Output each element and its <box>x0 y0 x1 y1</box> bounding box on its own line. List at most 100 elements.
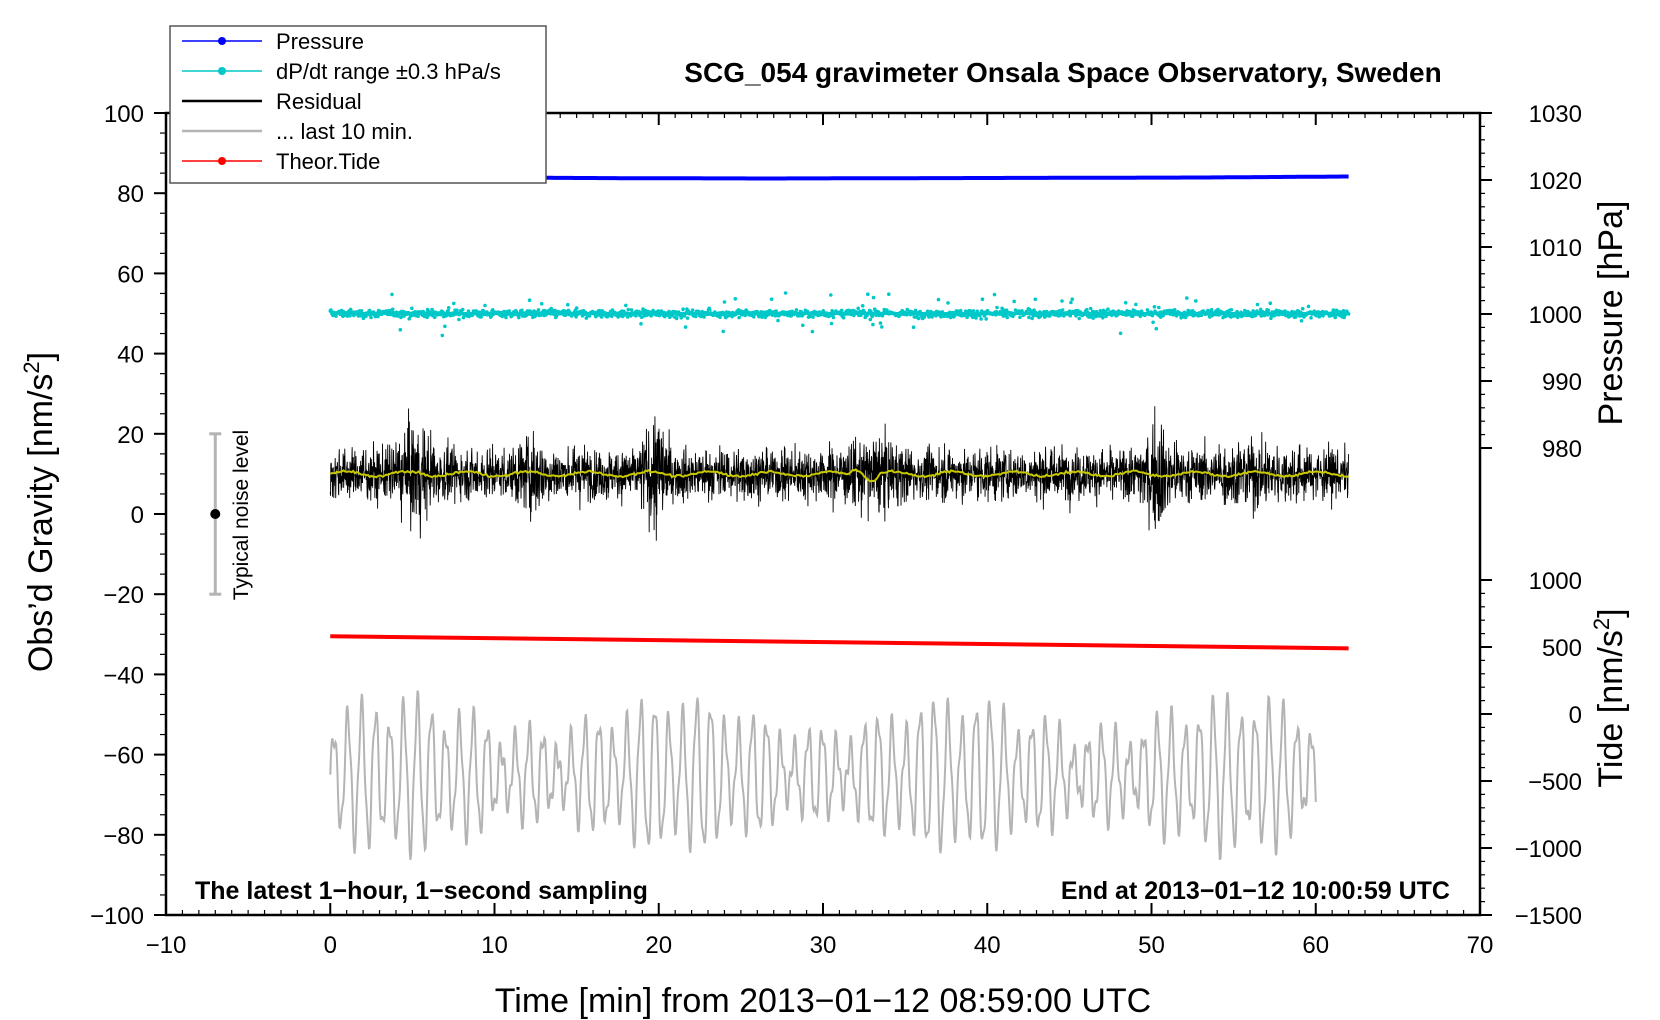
dpdt-point <box>626 307 631 312</box>
dpdt-point <box>1106 307 1110 312</box>
legend-swatch-dot <box>218 37 226 45</box>
dpdt-point <box>1077 316 1081 321</box>
dpdt-point <box>452 301 456 306</box>
dpdt-point <box>769 297 774 302</box>
y-tick-label: 60 <box>117 261 144 288</box>
dpdt-point <box>369 315 373 320</box>
dpdt-point <box>721 329 725 334</box>
dpdt-point <box>520 308 524 313</box>
dpdt-point <box>1070 297 1074 302</box>
dpdt-point <box>810 329 815 334</box>
dpdt-point <box>1268 301 1273 306</box>
dpdt-point <box>1206 308 1210 313</box>
x-tick-label: 0 <box>324 932 337 959</box>
dpdt-point <box>446 306 451 310</box>
last-10-min-series-line <box>329 690 1317 861</box>
plot-frame <box>164 111 1482 917</box>
y-tick-label: 0 <box>131 502 144 529</box>
dpdt-point <box>936 297 941 302</box>
dpdt-point <box>1005 315 1009 320</box>
dpdt-point <box>430 307 434 312</box>
dpdt-point <box>1033 297 1038 302</box>
dpdt-point <box>1266 308 1271 313</box>
dpdt-point <box>1118 331 1123 336</box>
dpdt-point <box>1030 316 1034 321</box>
x-tick-label: 30 <box>810 932 837 959</box>
dpdt-point <box>980 297 985 302</box>
dpdt-point <box>690 308 695 313</box>
dpdt-point <box>1152 305 1157 309</box>
dpdt-point <box>457 317 461 322</box>
dpdt-point <box>856 306 860 311</box>
dpdt-point <box>794 308 799 312</box>
y-axis-title-pressure: Pressure [hPa] <box>1592 201 1630 426</box>
dpdt-point <box>376 314 380 319</box>
tide-series-line <box>330 634 1349 651</box>
legend-label: Theor.Tide <box>276 149 380 174</box>
legend-item: Theor.Tide <box>182 149 380 174</box>
dpdt-point <box>958 308 963 313</box>
dpdt-point <box>871 322 875 327</box>
dpdt-point <box>1085 307 1089 312</box>
dpdt-point <box>887 292 891 297</box>
dpdt-point <box>1018 315 1022 320</box>
dpdt-point <box>683 325 688 329</box>
dpdt-point <box>334 314 338 318</box>
dpdt-point <box>866 292 870 297</box>
dpdt-point <box>1183 315 1188 320</box>
dpdt-point <box>539 301 544 306</box>
dpdt-point <box>507 309 512 313</box>
dpdt-point <box>359 309 364 313</box>
dpdt-point <box>870 314 874 319</box>
x-tick-label: −10 <box>146 932 187 959</box>
tide-tick-label: −1000 <box>1515 836 1582 863</box>
dpdt-point <box>1341 309 1346 313</box>
dpdt-point <box>841 315 846 320</box>
dpdt-point <box>440 333 445 338</box>
dpdt-point <box>1060 308 1065 312</box>
dpdt-point <box>1154 326 1159 331</box>
dpdt-point <box>460 307 465 312</box>
pressure-tick-label: 1010 <box>1529 235 1582 262</box>
residual-smoothed-line <box>329 468 1350 483</box>
dpdt-point <box>1069 300 1073 305</box>
legend-swatch-dot <box>218 157 226 165</box>
ticks-layer: −10 0 10 20 30 40 50 60 70100806040200−20−40−60−… <box>90 101 1582 959</box>
tide-tick-label: −1500 <box>1515 903 1582 930</box>
dpdt-point <box>674 316 679 321</box>
dpdt-point <box>984 317 988 321</box>
dpdt-point <box>708 308 712 312</box>
dpdt-point <box>504 315 508 320</box>
dpdt-point <box>971 309 976 313</box>
y-tick-label: 40 <box>117 342 144 369</box>
x-tick-label: 10 <box>481 932 508 959</box>
dpdt-point <box>1309 316 1313 320</box>
dpdt-point <box>681 307 685 312</box>
dpdt-point <box>722 300 727 304</box>
legend-item: Pressure <box>182 29 364 54</box>
legend-label: Residual <box>276 89 362 114</box>
dpdt-point <box>490 308 495 312</box>
legend-label: ... last 10 min. <box>276 119 413 144</box>
dpdt-point <box>629 308 634 312</box>
dpdt-point <box>410 306 414 311</box>
dpdt-point <box>829 321 834 326</box>
legend-item: dP/dt range ±0.3 hPa/s <box>182 59 501 84</box>
dpdt-point <box>752 315 756 319</box>
dpdt-point <box>1091 316 1095 320</box>
legend-item: ... last 10 min. <box>182 119 413 144</box>
dpdt-point <box>1229 308 1234 312</box>
dpdt-point <box>566 302 570 307</box>
dpdt-point <box>974 316 978 320</box>
dpdt-point <box>878 321 883 325</box>
dpdt-point <box>1258 307 1263 312</box>
tide-tick-label: 1000 <box>1529 568 1582 595</box>
tide-tick-label: 0 <box>1569 702 1582 729</box>
legend-box <box>169 25 547 184</box>
dpdt-point <box>1331 308 1336 312</box>
dpdt-point <box>483 303 487 308</box>
dpdt-point <box>1209 307 1214 312</box>
dpdt-point <box>733 297 738 301</box>
y-tick-label: −80 <box>103 823 144 850</box>
